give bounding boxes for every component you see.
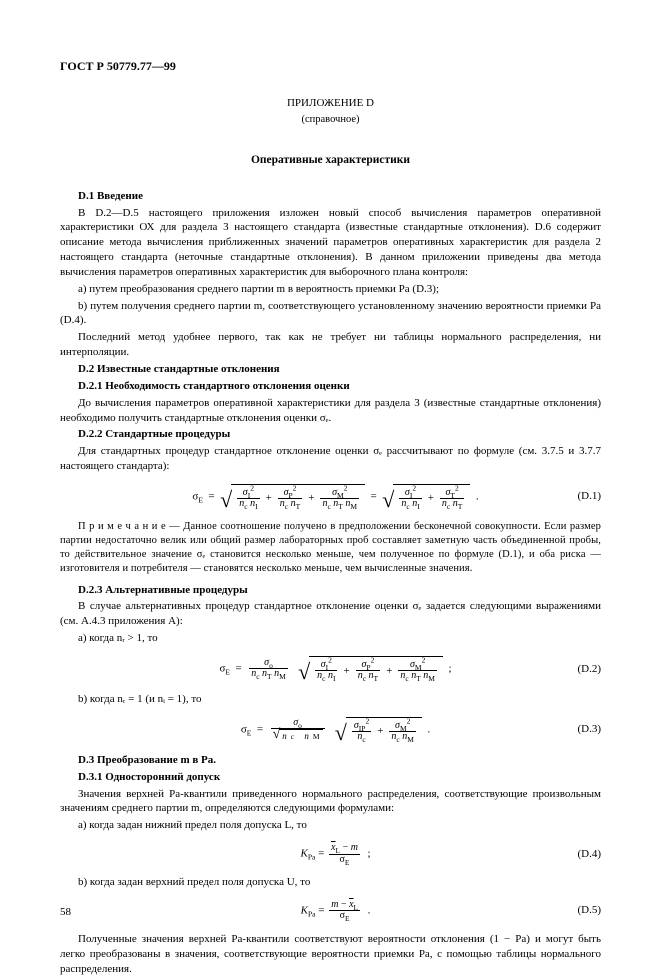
list-item: a) когда nᵣ > 1, то <box>60 631 601 646</box>
section-d3-head: D.3 Преобразование m в Pa. <box>60 753 601 768</box>
formula-d2: σE = σonc nT nM √ σI2nc nI + σP2nc nT + … <box>60 656 601 682</box>
formula-number: (D.2) <box>551 662 601 677</box>
paragraph: Для стандартных процедур стандартное отк… <box>60 444 601 474</box>
list-item: b) когда задан верхний предел поля допус… <box>60 875 601 890</box>
section-d23-head: D.2.3 Альтернативные процедуры <box>60 583 601 598</box>
formula-d5: KPa = m − xLσE . (D.5) <box>60 900 601 922</box>
section-d22-head: D.2.2 Стандартные процедуры <box>60 427 601 442</box>
formula-body: σE = σo√nc nM √ σIP2nc + σM2nc nM . <box>120 717 551 743</box>
formula-body: KPa = xL − mσE ; <box>120 843 551 865</box>
paragraph: В D.2—D.5 настоящего приложения изложен … <box>60 206 601 280</box>
formula-number: (D.4) <box>551 847 601 862</box>
main-title: Оперативные характеристики <box>60 153 601 169</box>
formula-body: σE = √ σI2nc nI + σP2nc nT + σM2nc nT nM… <box>120 484 551 510</box>
appendix-subtitle: (справочное) <box>60 113 601 127</box>
list-item: b) когда nᵣ = 1 (и nᵢ = 1), то <box>60 692 601 707</box>
paragraph: Полученные значения верхней Pa-квантили … <box>60 932 601 976</box>
appendix-title: ПРИЛОЖЕНИЕ D <box>60 96 601 111</box>
formula-number: (D.3) <box>551 722 601 737</box>
paragraph: Значения верхней Pa-квантили приведенног… <box>60 787 601 817</box>
document-page: ГОСТ Р 50779.77—99 ПРИЛОЖЕНИЕ D (справоч… <box>0 0 661 936</box>
note: П р и м е ч а н и е — Данное соотношение… <box>60 520 601 577</box>
section-d21-head: D.2.1 Необходимость стандартного отклоне… <box>60 379 601 394</box>
list-item: b) путем получения среднего партии m, со… <box>60 299 601 329</box>
paragraph: До вычисления параметров оперативной хар… <box>60 396 601 426</box>
formula-body: σE = σonc nT nM √ σI2nc nI + σP2nc nT + … <box>120 656 551 682</box>
section-d2-head: D.2 Известные стандартные отклонения <box>60 362 601 377</box>
document-id: ГОСТ Р 50779.77—99 <box>60 58 601 74</box>
section-d31-head: D.3.1 Односторонний допуск <box>60 770 601 785</box>
list-item: a) путем преобразования среднего партии … <box>60 282 601 297</box>
formula-number: (D.1) <box>551 489 601 504</box>
formula-d1: σE = √ σI2nc nI + σP2nc nT + σM2nc nT nM… <box>60 484 601 510</box>
list-item: a) когда задан нижний предел поля допуск… <box>60 818 601 833</box>
paragraph: В случае альтернативных процедур стандар… <box>60 599 601 629</box>
formula-number: (D.5) <box>551 903 601 918</box>
formula-d4: KPa = xL − mσE ; (D.4) <box>60 843 601 865</box>
formula-body: KPa = m − xLσE . <box>120 900 551 922</box>
page-number: 58 <box>60 906 71 918</box>
section-d1-head: D.1 Введение <box>60 189 601 204</box>
formula-d3: σE = σo√nc nM √ σIP2nc + σM2nc nM . (D.3… <box>60 717 601 743</box>
paragraph: Последний метод удобнее первого, так как… <box>60 330 601 360</box>
